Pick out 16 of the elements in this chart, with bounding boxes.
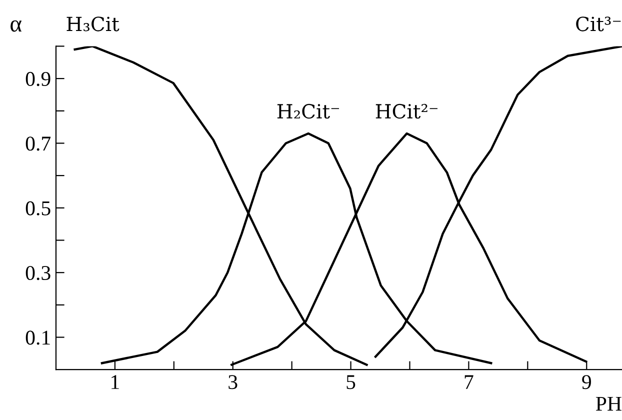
series-label: H₂Cit⁻	[277, 104, 339, 119]
x-tick-label: 3	[228, 375, 238, 390]
series-label: H₃Cit	[66, 16, 120, 32]
x-tick-label: 9	[582, 375, 591, 390]
series-label: HCit²⁻	[376, 104, 438, 119]
x-tick-label: 5	[346, 375, 356, 390]
x-axis-title: PH	[596, 396, 622, 411]
y-tick-label: 0.3	[26, 266, 50, 280]
y-tick-label: 0.9	[26, 72, 50, 86]
y-tick-label: 0.7	[26, 136, 51, 151]
y-tick-label: 0.5	[26, 201, 50, 216]
y-axis-title: α	[10, 20, 22, 32]
x-tick-label: 1	[112, 375, 119, 389]
y-tick-label: 0.1	[26, 330, 50, 345]
x-tick-label: 7	[464, 375, 474, 389]
series-label: Cit³⁻	[576, 16, 621, 32]
